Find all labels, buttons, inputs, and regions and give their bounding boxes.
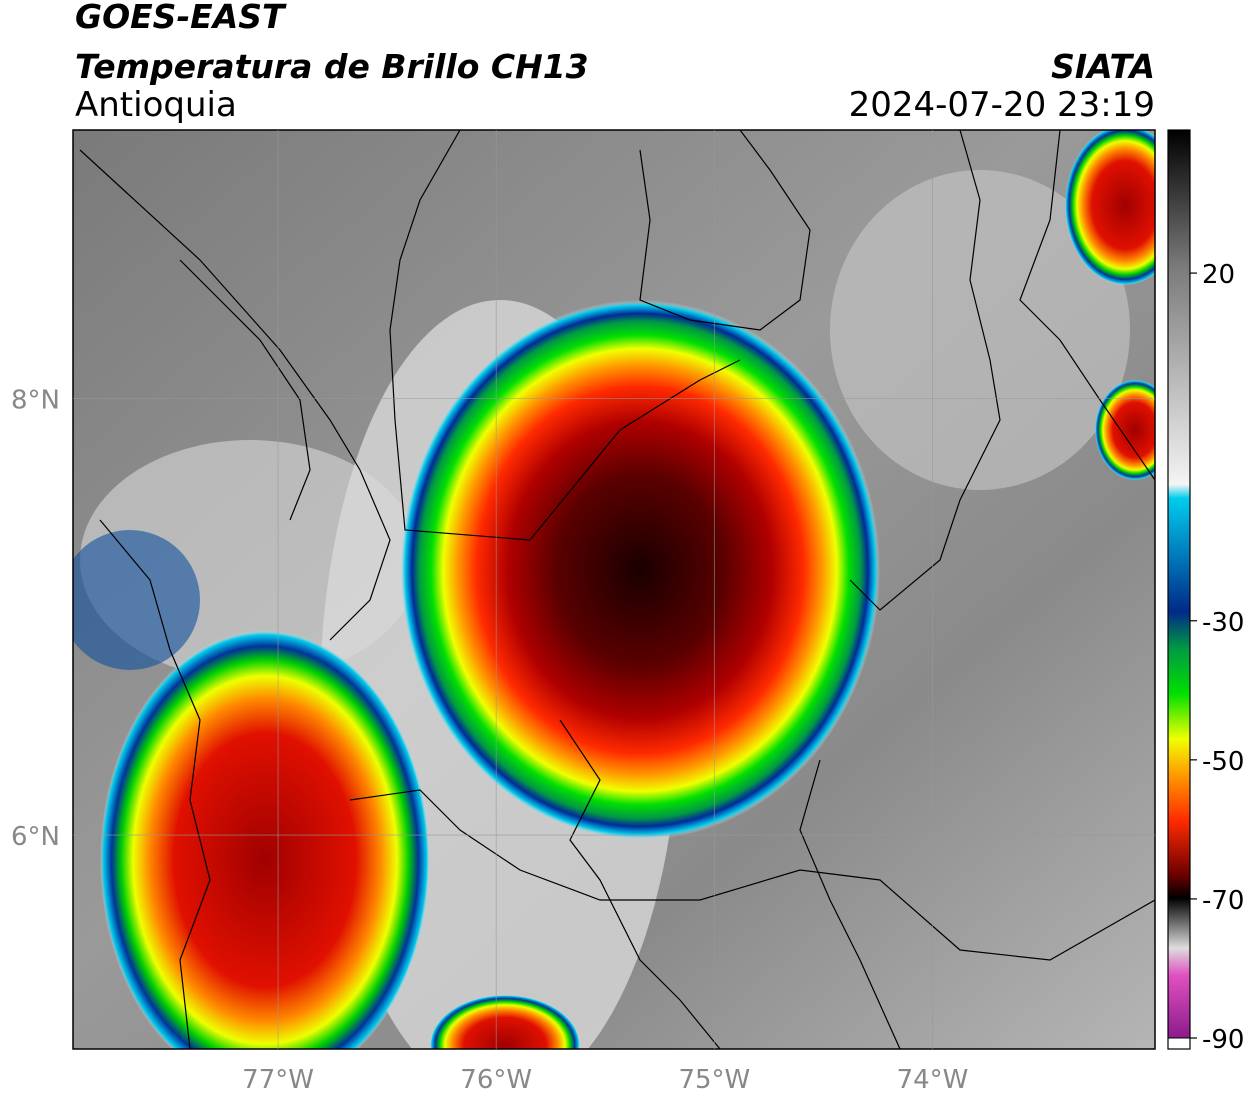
satellite: GOES-EAST (75, 0, 287, 36)
graticule (73, 130, 1155, 1049)
storm (400, 300, 880, 840)
satellite-image (73, 130, 1155, 1049)
colorbar (1168, 130, 1190, 1039)
title: Temperatura de Brillo CH13 (75, 47, 589, 86)
storm (430, 995, 580, 1049)
x-tick-label: 74°W (897, 1065, 969, 1095)
colorbar-tick-label: 20 (1202, 260, 1235, 290)
map-frame (72, 129, 1156, 1050)
datetime: 2024-07-20 23:19 (849, 85, 1155, 125)
y-tick-label: 6°N (11, 822, 60, 852)
colorbar-tick-label: -30 (1202, 608, 1244, 638)
x-tick-label: 76°W (460, 1065, 532, 1095)
storm (1095, 380, 1155, 480)
borders (79, 130, 1155, 1049)
colorbar-frame (1167, 129, 1191, 1050)
storm (100, 630, 430, 1049)
colorbar-under (1167, 1037, 1191, 1050)
cloud (830, 170, 1130, 490)
storm (1065, 130, 1155, 285)
cloud (73, 530, 200, 670)
colorbar-tick-label: -50 (1202, 747, 1244, 777)
x-tick-label: 77°W (242, 1065, 314, 1095)
x-tick-label: 75°W (678, 1065, 750, 1095)
source: SIATA (1051, 47, 1155, 86)
region: Antioquia (75, 85, 237, 125)
y-tick-label: 8°N (11, 385, 60, 415)
colorbar-tick-label: -70 (1202, 886, 1244, 916)
colorbar-tick-label: -90 (1202, 1025, 1244, 1055)
